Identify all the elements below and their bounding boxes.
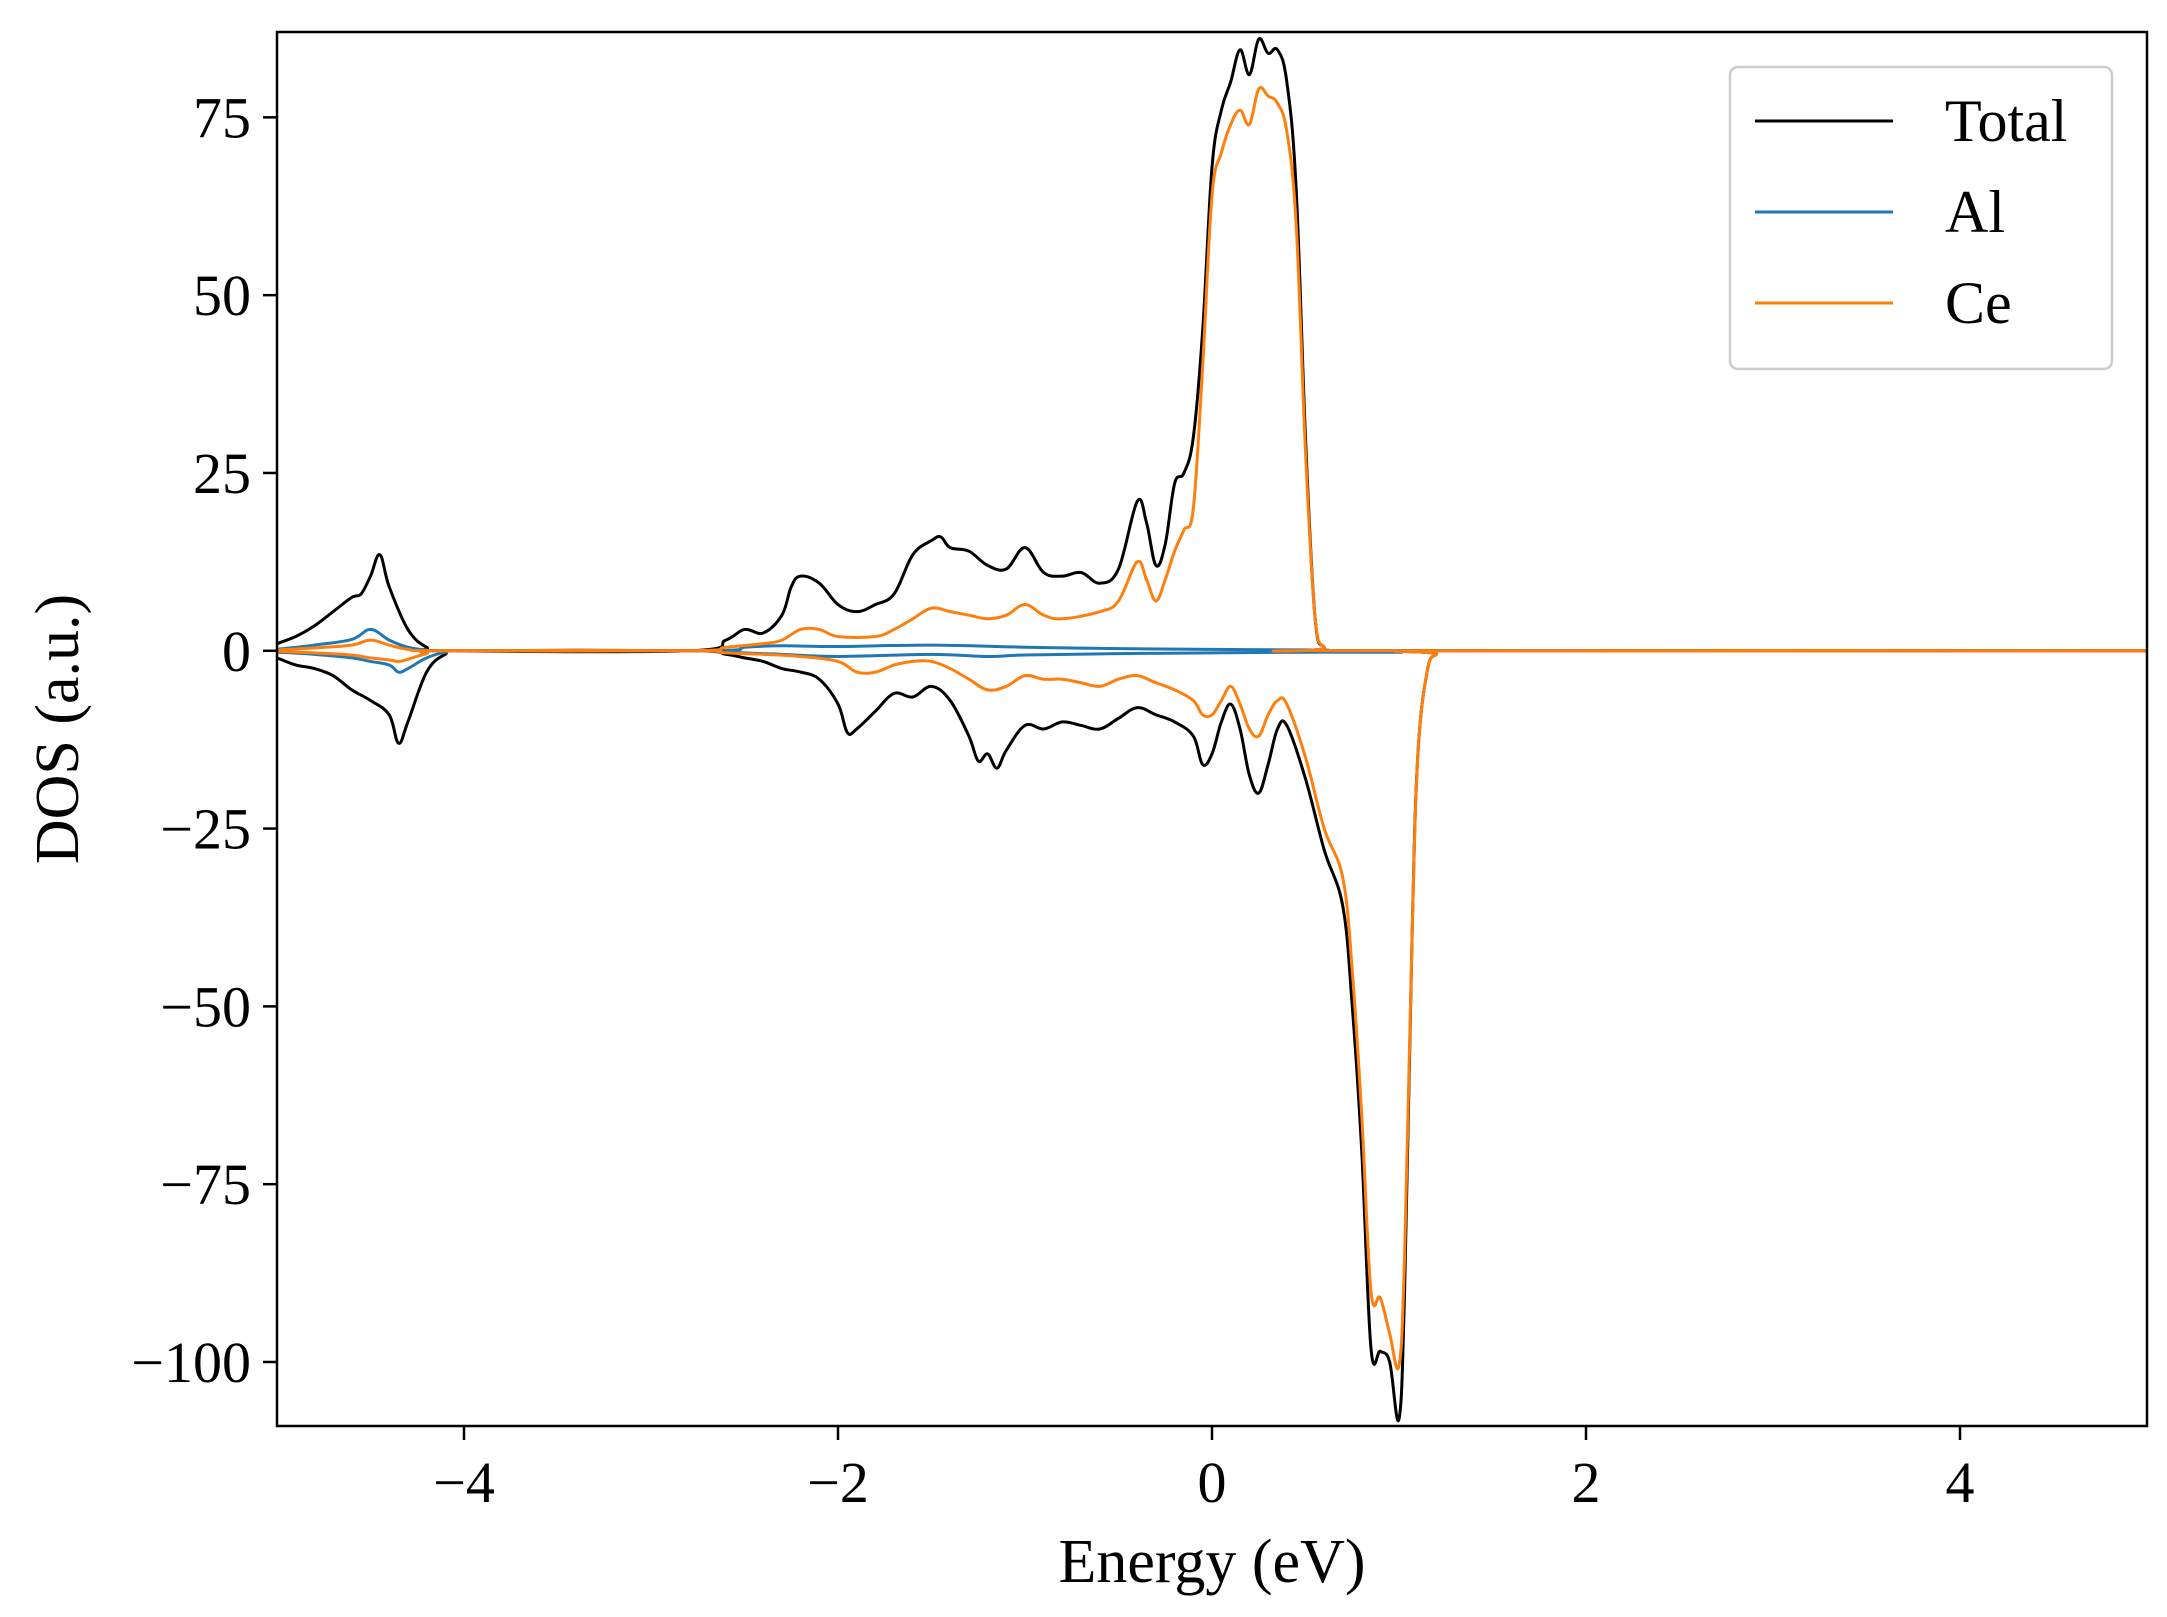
legend-label-ce: Ce — [1945, 270, 2012, 336]
y-tick-label: 50 — [193, 263, 251, 328]
x-tick-label: −4 — [433, 1450, 495, 1515]
y-tick-label: 75 — [193, 85, 251, 150]
y-tick-label: −50 — [160, 974, 251, 1039]
series-layer — [277, 37, 2147, 1423]
x-axis-label: Energy (eV) — [1058, 1528, 1365, 1596]
series-ce-down-line — [277, 648, 2147, 1371]
series-ce-up-line — [277, 85, 2147, 653]
legend-label-al: Al — [1945, 179, 2005, 245]
legend-label-total: Total — [1945, 88, 2067, 154]
y-tick-label: −75 — [160, 1152, 251, 1217]
legend-box — [1728, 65, 2114, 371]
ticks-layer: −4 −2 0 2 4 −100 −75 −50 −25 0 25 50 75 — [131, 85, 1974, 1515]
x-tick-label: 0 — [1198, 1450, 1227, 1515]
y-tick-label: −100 — [131, 1330, 251, 1395]
y-tick-label: 25 — [193, 441, 251, 506]
y-tick-label: −25 — [160, 797, 251, 862]
legend: Total Al Ce — [1728, 65, 2114, 371]
x-tick-label: 4 — [1946, 1450, 1975, 1515]
x-tick-label: 2 — [1572, 1450, 1601, 1515]
y-tick-label: 0 — [222, 619, 251, 684]
y-axis-label: DOS (a.u.) — [24, 594, 92, 864]
x-tick-label: −2 — [807, 1450, 869, 1515]
